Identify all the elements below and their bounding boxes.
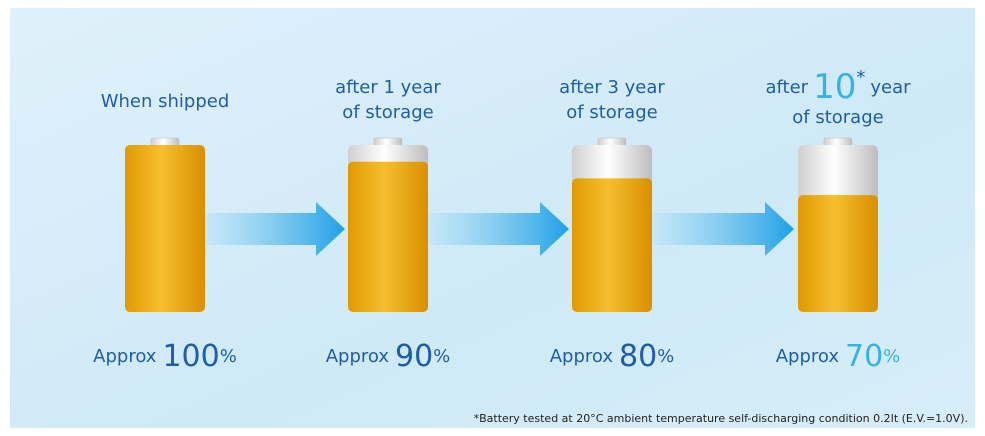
stage-title: after 3 year [559, 77, 665, 98]
battery-charge [798, 195, 878, 312]
battery-charge [125, 145, 205, 312]
battery-charge [572, 178, 652, 312]
approx-word: Approx [550, 346, 614, 367]
stage-title: of storage [566, 102, 657, 123]
stage-title: after 1 year [335, 77, 441, 98]
arrow [652, 202, 794, 256]
charge-label: Approx 70% [776, 339, 901, 374]
charge-unit: % [220, 346, 237, 367]
charge-label: Approx 100% [93, 339, 237, 374]
battery-terminal [150, 137, 180, 147]
battery-terminal [597, 137, 627, 147]
charge-label: Approx 90% [326, 339, 451, 374]
stage-title: When shipped [101, 91, 230, 112]
title-word: after [765, 77, 808, 98]
charge-value: 100 [162, 339, 219, 374]
charge-value: 70 [845, 339, 883, 374]
charge-unit: % [433, 346, 450, 367]
footnote: *Battery tested at 20°C ambient temperat… [474, 412, 968, 425]
title-word: year [870, 77, 911, 98]
approx-word: Approx [326, 346, 390, 367]
arrow [205, 202, 345, 256]
arrow [428, 202, 569, 256]
approx-word: Approx [93, 346, 157, 367]
stage: When shipped Approx 100% [93, 91, 237, 374]
title-number: 10 [813, 67, 856, 107]
stage-title: of storage [792, 107, 883, 128]
charge-unit: % [657, 346, 674, 367]
charge-value: 80 [619, 339, 657, 374]
stage: after 1 year of storage Approx 90% [326, 77, 451, 374]
arrows [205, 202, 794, 256]
battery-charge [348, 161, 428, 312]
stage: after 3 year of storage Approx 80% [550, 77, 675, 374]
approx-word: Approx [776, 346, 840, 367]
stage-title: after 10* year [765, 67, 911, 107]
battery-terminal [373, 137, 403, 147]
charge-value: 90 [395, 339, 433, 374]
charge-label: Approx 80% [550, 339, 675, 374]
stage-title: of storage [342, 102, 433, 123]
title-mark: * [856, 67, 865, 88]
battery-terminal [823, 137, 853, 147]
charge-unit: % [883, 346, 900, 367]
